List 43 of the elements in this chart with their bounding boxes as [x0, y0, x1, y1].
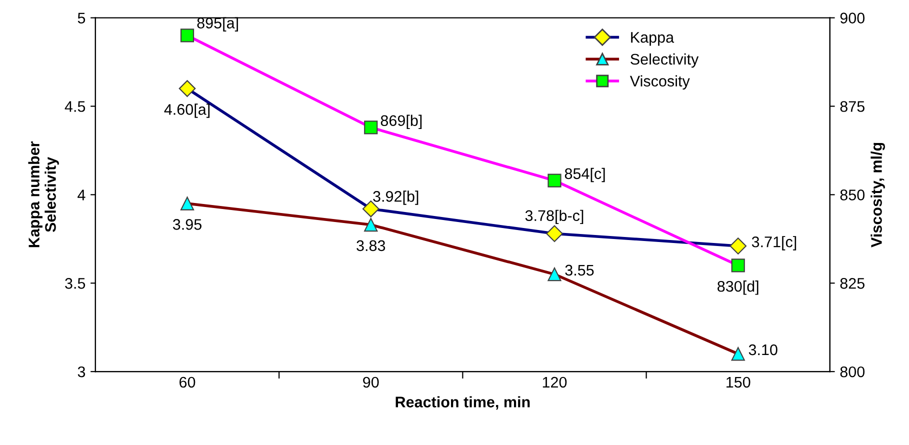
point [731, 258, 745, 272]
point [730, 238, 747, 254]
y-tick-label: 3 [78, 366, 86, 378]
point [548, 267, 562, 282]
y-tick-label: 5 [78, 12, 86, 24]
data-label: 895[a] [197, 17, 238, 32]
data-label: 869[b] [380, 114, 422, 130]
legend-label: Viscosity [630, 75, 690, 90]
point [364, 120, 378, 134]
data-label: 3.78[b-c] [525, 210, 584, 224]
point [178, 80, 196, 97]
data-label: 3.10 [748, 344, 778, 356]
x-axis-title: Reaction time, min [396, 396, 530, 410]
data-label: 3.95 [172, 219, 202, 230]
data-label: 3.71[c] [752, 236, 796, 250]
x-tick-label: 150 [726, 376, 750, 388]
point [731, 347, 745, 361]
y-tick-label: 4.5 [64, 101, 86, 112]
y2-tick-label: 875 [840, 101, 864, 112]
x-tick-label: 60 [180, 376, 196, 388]
y-axis-title: Kappa number Selectivity [28, 141, 59, 248]
data-label: 3.83 [356, 240, 386, 252]
y2-tick-label: 825 [840, 278, 864, 289]
point [548, 174, 562, 188]
legend-label: Kappa [631, 32, 674, 46]
point [180, 196, 194, 210]
data-label: 3.92[b] [373, 190, 418, 205]
data-label: 830[d] [718, 280, 758, 295]
data-label: 3.55 [565, 264, 594, 276]
y-tick-label: 4 [78, 190, 86, 200]
data-label: 4.60[a] [164, 104, 210, 118]
point [546, 225, 563, 242]
point [364, 218, 378, 232]
y2-tick-label: 800 [840, 366, 865, 378]
point [180, 28, 194, 42]
y-tick-label: 3.5 [65, 278, 86, 289]
x-tick-label: 90 [363, 376, 379, 388]
legend-label: Selectivity [630, 53, 699, 68]
y2-tick-label: 900 [840, 12, 865, 24]
data-label: 854[c] [564, 168, 605, 182]
y2-axis-title: Viscosity, ml/g [870, 142, 885, 248]
y2-tick-label: 850 [840, 190, 865, 200]
x-tick-label: 120 [542, 376, 567, 388]
